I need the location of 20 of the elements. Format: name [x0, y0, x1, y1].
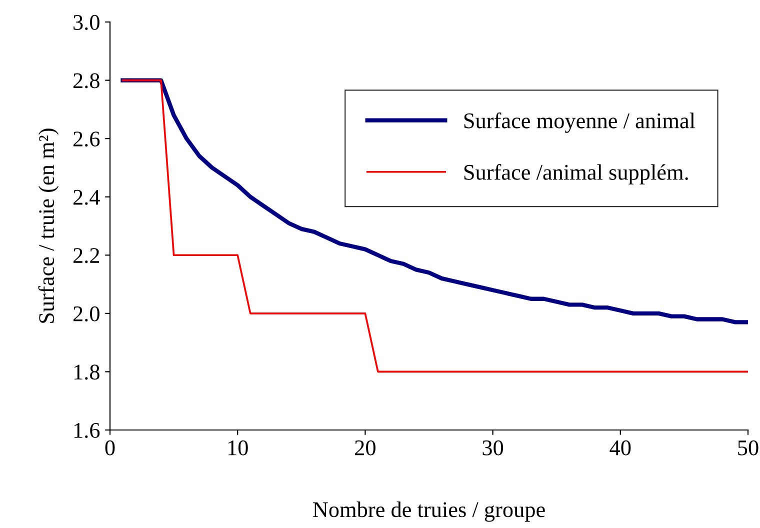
x-tick-label: 0: [105, 440, 115, 456]
line-series: [120, 78, 748, 324]
x-tick-label: 10: [228, 440, 248, 456]
x-tick-label: 50: [738, 440, 758, 456]
legend-label: Surface moyenne / animal: [464, 112, 696, 133]
line-series: [122, 79, 748, 373]
y-tick-label: 2.4: [73, 190, 100, 205]
y-tick-label: 2.0: [73, 306, 100, 322]
y-tick-label: 2.2: [73, 248, 100, 264]
y-tick-label: 1.8: [74, 364, 100, 380]
y-tick-label: 3.0: [74, 14, 100, 30]
x-tick-label: 30: [482, 440, 504, 456]
x-axis-title: Nombre de truies / groupe: [313, 502, 545, 522]
x-tick-label: 40: [610, 440, 631, 456]
y-axis-title: Surface / truie (en m²): [38, 128, 59, 323]
y-tick-label: 1.6: [74, 422, 100, 438]
y-tick-label: 2.8: [73, 73, 100, 88]
legend-label: Surface /animal supplém.: [464, 164, 688, 184]
y-tick-label: 2.6: [73, 132, 100, 147]
x-tick-label: 20: [355, 440, 376, 456]
